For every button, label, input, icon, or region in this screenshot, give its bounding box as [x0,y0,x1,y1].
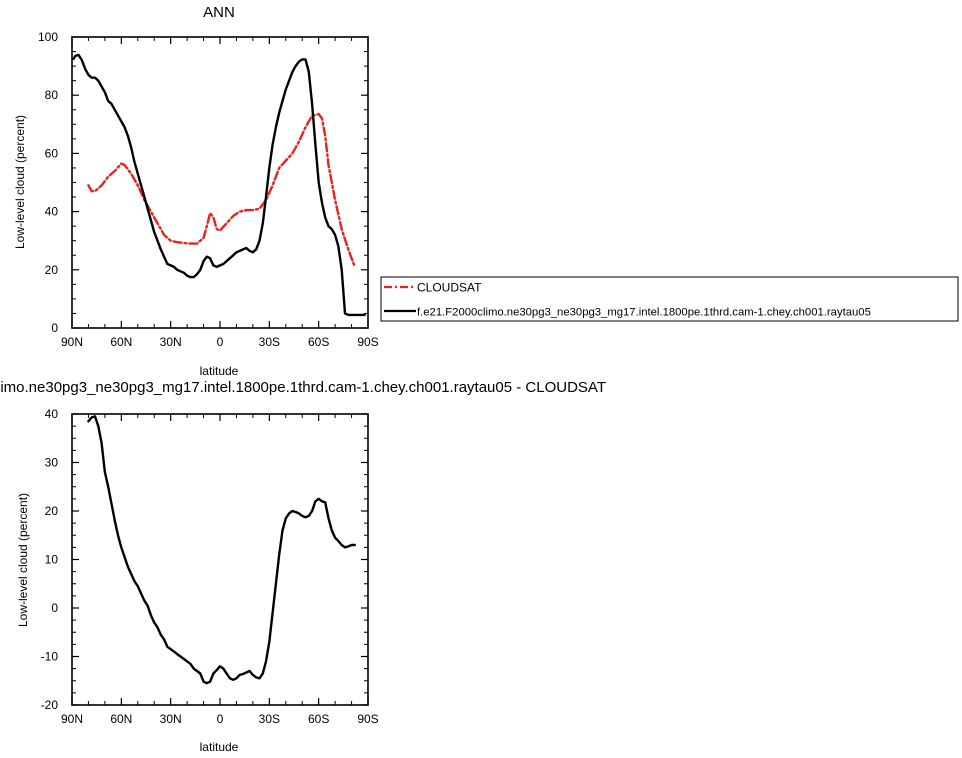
legend-label-model: f.e21.F2000climo.ne30pg3_ne30pg3_mg17.in… [417,307,871,319]
top-ytick-label: 0 [51,321,58,335]
top-ytick-label: 60 [45,146,59,160]
bottom-ytick-label: 30 [45,456,59,470]
top-chart-plot-frame [71,36,369,329]
top-ytick-label: 80 [45,88,59,102]
bottom-chart-ylabel: Low-level cloud (percent) [16,493,30,627]
top-ytick-label: 100 [38,30,58,44]
top-chart-xlabel: latitude [200,364,239,378]
bottom-xtick-label: 60S [308,712,329,726]
bottom-ytick-label: 20 [45,504,59,518]
top-xtick-label: 90N [61,335,83,349]
top-chart-legend: CLOUDSAT f.e21.F2000climo.ne30pg3_ne30pg… [380,276,959,322]
bottom-xtick-label: 30S [259,712,280,726]
top-ytick-label: 40 [45,205,59,219]
top-chart-ylabel: Low-level cloud (percent) [13,115,27,249]
bottom-xtick-label: 0 [217,712,224,726]
bottom-xtick-label: 90S [357,712,378,726]
bottom-ytick-label: 0 [51,601,58,615]
bottom-xtick-label: 90N [61,712,83,726]
top-ytick-label: 20 [45,263,59,277]
bottom-chart-plot-frame [71,413,369,706]
bottom-ytick-label: -10 [41,650,59,664]
top-series-line-0 [87,112,356,269]
bottom-xtick-label: 30N [160,712,182,726]
top-xtick-label: 60N [110,335,132,349]
bottom-series-line-0 [87,415,356,685]
top-xtick-label: 60S [308,335,329,349]
bottom-chart-ticks: 90N 60N 30N 0 30S 60S 90S -20 -10 0 10 20 30 40 [41,407,379,726]
bottom-chart-series-lines [87,415,356,685]
top-chart-series-lines [72,53,366,317]
bottom-chart-panel: f.e21.F2000climo.ne30pg3_ne30pg3_mg17.in… [0,379,606,754]
bottom-ytick-label: -20 [41,698,59,712]
top-xtick-label: 30S [259,335,280,349]
top-chart-title: ANN [203,4,235,21]
top-chart-ticks: 90N 60N 30N 0 30S 60S 90S 0 20 40 60 80 100 [38,30,379,349]
bottom-ytick-label: 10 [45,553,59,567]
legend-label-cloudsat: CLOUDSAT [417,281,482,295]
top-xtick-label: 30N [160,335,182,349]
top-series-line-1 [72,53,366,317]
bottom-xtick-label: 60N [110,712,132,726]
bottom-ytick-label: 40 [45,407,59,421]
bottom-chart-title: f.e21.F2000climo.ne30pg3_ne30pg3_mg17.in… [0,379,606,396]
top-xtick-label: 0 [217,335,224,349]
top-xtick-label: 90S [357,335,378,349]
top-chart-panel: ANN latitude Low-level cloud (percent) 9… [13,4,379,378]
legend-box [380,276,959,322]
bottom-chart-xlabel: latitude [200,740,239,754]
